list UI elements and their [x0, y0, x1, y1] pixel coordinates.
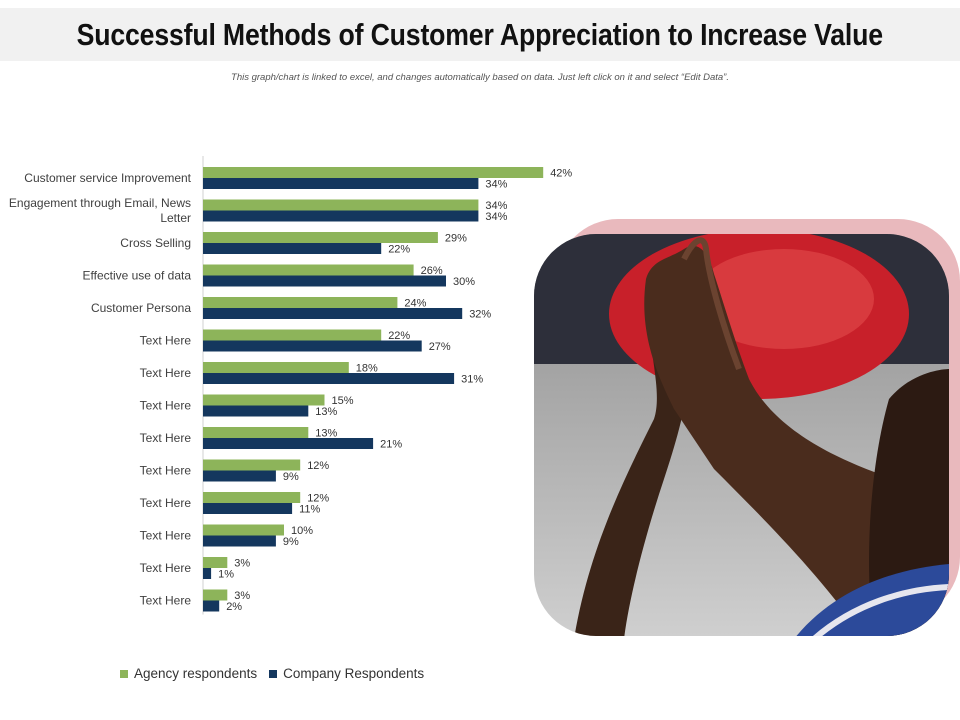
data-label-company: 34%: [485, 179, 507, 191]
category-label: Cross Selling: [120, 236, 191, 250]
data-label-agency: 34%: [485, 200, 507, 212]
data-label-company: 1%: [218, 569, 234, 581]
data-label-company: 21%: [380, 439, 402, 451]
bar-agency: [203, 362, 349, 373]
category-label: Customer service Improvement: [24, 171, 191, 185]
bar-agency: [203, 427, 309, 438]
bar-agency: [203, 167, 544, 178]
bar-company: [203, 275, 446, 287]
bar-company: [203, 243, 382, 254]
bar-agency: [203, 557, 228, 568]
data-label-company: 27%: [429, 341, 451, 353]
data-label-company: 22%: [388, 244, 410, 256]
category-label: Text Here: [140, 399, 192, 413]
legend-swatch-agency: [120, 669, 128, 678]
data-label-agency: 12%: [307, 493, 329, 505]
bar-company: [203, 340, 422, 352]
bar-agency: [203, 297, 398, 308]
legend-swatch-company: [269, 669, 278, 678]
category-label: Engagement through Email, News Letter: [9, 196, 191, 225]
data-label-company: 9%: [283, 471, 299, 483]
legend-item-agency: Agency respondents: [120, 666, 257, 681]
data-label-agency: 24%: [404, 298, 426, 310]
bar-agency: [203, 459, 301, 471]
bar-agency: [203, 232, 438, 243]
data-label-agency: 18%: [356, 363, 378, 375]
data-label-agency: 12%: [307, 460, 329, 472]
category-label: Text Here: [140, 366, 192, 380]
bar-agency: [203, 329, 382, 341]
category-label: Effective use of data: [82, 269, 191, 283]
bar-company: [203, 470, 276, 482]
data-label-company: 32%: [469, 309, 491, 321]
bar-agency: [203, 199, 479, 211]
data-label-agency: 15%: [332, 395, 354, 407]
bar-agency: [203, 492, 301, 503]
bar-company: [203, 535, 276, 547]
bar-company: [203, 210, 479, 222]
page-title: Successful Methods of Customer Appreciat…: [76, 16, 884, 52]
bar-agency: [203, 394, 325, 406]
data-label-agency: 3%: [234, 558, 250, 570]
category-label: Text Here: [140, 334, 192, 348]
category-label: Customer Persona: [91, 301, 191, 315]
data-label-company: 2%: [226, 601, 242, 613]
bar-agency: [203, 264, 414, 276]
bar-company: [203, 600, 220, 612]
data-label-agency: 10%: [291, 525, 313, 537]
bar-company: [203, 308, 463, 319]
high-five-photo: [534, 219, 960, 639]
data-label-agency: 42%: [550, 168, 572, 180]
bar-agency: [203, 589, 228, 601]
category-label: Text Here: [140, 464, 192, 478]
legend-item-company: Company Respondents: [269, 666, 424, 681]
data-label-company: 34%: [485, 211, 507, 223]
data-label-company: 9%: [283, 536, 299, 548]
data-label-company: 11%: [299, 504, 320, 516]
data-label-agency: 29%: [445, 233, 467, 245]
data-label-agency: 22%: [388, 330, 410, 342]
data-label-agency: 3%: [234, 590, 250, 602]
bar-company: [203, 503, 293, 514]
bar-company: [203, 178, 479, 189]
bar-agency: [203, 524, 284, 536]
category-label: Text Here: [140, 529, 192, 543]
data-label-company: 13%: [315, 406, 337, 418]
category-label: Text Here: [140, 496, 192, 510]
title-band: Successful Methods of Customer Appreciat…: [0, 8, 960, 61]
bar-company: [203, 438, 374, 449]
legend-label-agency: Agency respondents: [134, 666, 258, 681]
category-label: Text Here: [140, 594, 192, 608]
data-label-company: 31%: [461, 374, 483, 386]
bar-company: [203, 568, 212, 579]
high-five-photo-icon: [534, 219, 960, 636]
data-label-agency: 13%: [315, 428, 337, 440]
legend-label-company: Company Respondents: [283, 666, 425, 681]
data-label-agency: 26%: [421, 265, 443, 277]
bar-company: [203, 405, 309, 417]
chart-subtitle: This graph/chart is linked to excel, and…: [231, 72, 729, 83]
category-label: Text Here: [140, 431, 192, 445]
data-label-company: 30%: [453, 276, 475, 288]
bar-company: [203, 373, 455, 384]
category-label: Text Here: [140, 561, 192, 575]
chart-legend: Agency respondents Company Respondents: [120, 666, 436, 681]
